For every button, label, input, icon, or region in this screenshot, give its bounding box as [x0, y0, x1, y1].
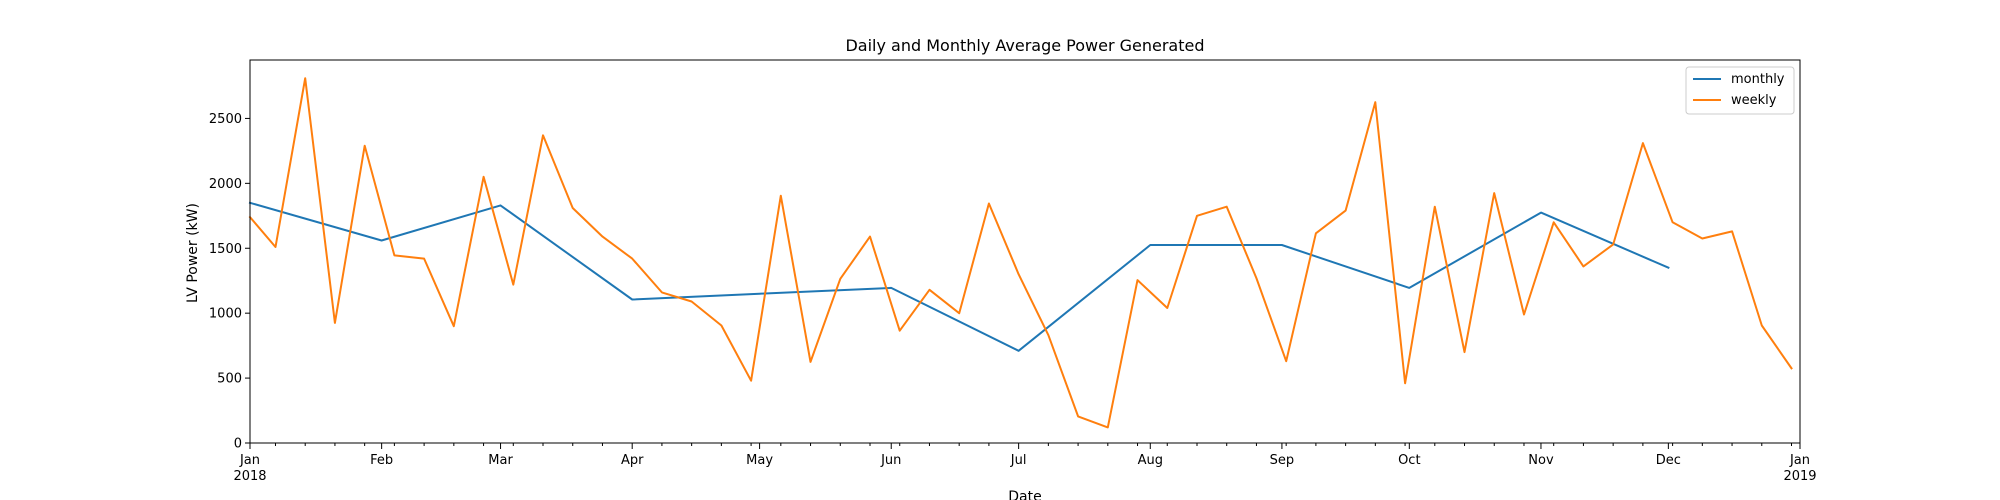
y-tick-label: 500: [217, 372, 242, 387]
y-tick-label: 1500: [209, 242, 242, 257]
x-tick-year-label: 2018: [233, 469, 266, 484]
x-tick-label: Apr: [621, 453, 644, 468]
y-tick-label: 2500: [209, 112, 242, 127]
x-tick-label: Jan: [1789, 453, 1810, 468]
legend-label-monthly: monthly: [1731, 72, 1785, 87]
x-tick-label: Jan: [239, 453, 260, 468]
x-tick-label: Jun: [880, 453, 901, 468]
x-tick-label: Dec: [1656, 453, 1681, 468]
x-tick-label: Nov: [1528, 453, 1554, 468]
y-tick-label: 1000: [209, 307, 242, 322]
series-layer: [248, 77, 1793, 429]
x-tick-label: Aug: [1138, 453, 1163, 468]
series-line-weekly: [248, 77, 1793, 429]
x-tick-label: Mar: [488, 453, 513, 468]
x-axis-label: Date: [1008, 489, 1041, 500]
plot-area-frame: [249, 59, 1801, 444]
y-tick-label: 2000: [209, 177, 242, 192]
legend: monthly weekly: [1685, 66, 1795, 115]
x-tick-label: Oct: [1398, 453, 1420, 468]
y-tick-label: 0: [234, 437, 242, 452]
x-tick-label: May: [746, 453, 773, 468]
x-tick-label: Jul: [1010, 453, 1027, 468]
y-axis-label: LV Power (kW): [185, 203, 201, 303]
x-tick-label: Sep: [1270, 453, 1295, 468]
series-line-monthly: [248, 201, 1670, 352]
legend-label-weekly: weekly: [1731, 93, 1777, 108]
x-tick-year-label: 2019: [1783, 469, 1816, 484]
x-tick-label: Feb: [370, 453, 393, 468]
chart-title: Daily and Monthly Average Power Generate…: [845, 36, 1204, 55]
